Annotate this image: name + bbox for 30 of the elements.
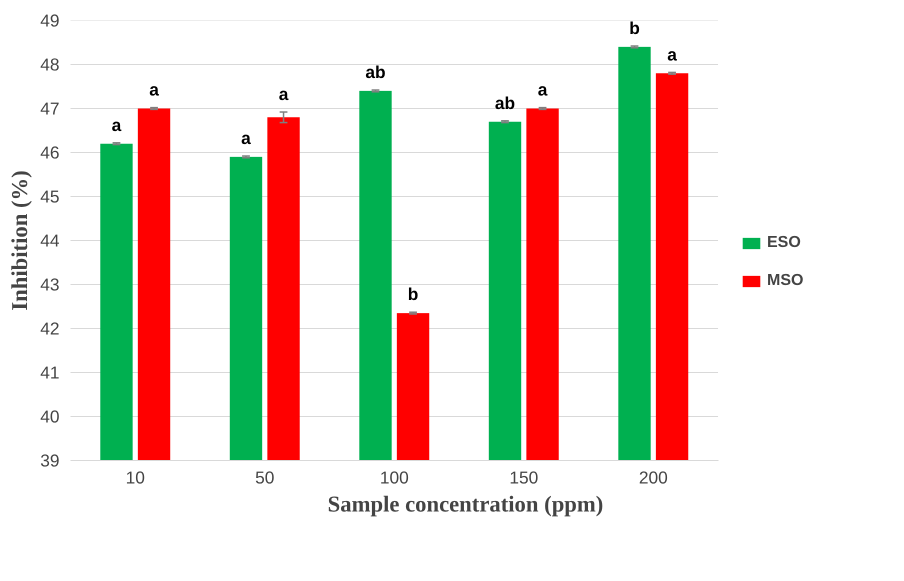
- data-label: a: [112, 114, 122, 135]
- data-label: a: [538, 80, 548, 100]
- y-tick-label: 48: [40, 54, 60, 74]
- y-tick-label: 41: [40, 362, 60, 382]
- x-tick-label: 100: [380, 468, 409, 488]
- y-tick-label: 40: [40, 406, 60, 426]
- x-tick-label: 150: [509, 468, 538, 488]
- legend-label: MSO: [767, 272, 804, 290]
- y-tick-label: 43: [40, 274, 60, 294]
- data-label: a: [149, 80, 160, 100]
- y-tick-label: 42: [40, 318, 60, 338]
- data-label: b: [408, 284, 418, 304]
- data-label: a: [278, 84, 289, 104]
- y-tick-label: 45: [40, 186, 60, 206]
- y-tick-label: 47: [40, 98, 60, 118]
- data-label: ab: [365, 62, 386, 82]
- x-tick-label: 50: [255, 468, 274, 488]
- y-axis-title: Inhibition (%): [7, 170, 32, 311]
- data-label: ab: [494, 92, 516, 113]
- y-tick-label: 46: [40, 142, 60, 162]
- legend-label: ESO: [767, 234, 801, 252]
- x-axis-title: Sample concentration (ppm): [328, 492, 604, 516]
- x-tick-label: 10: [126, 468, 145, 488]
- data-label: b: [629, 18, 640, 38]
- data-label: a: [667, 44, 678, 64]
- x-tick-label: 200: [638, 468, 668, 488]
- y-tick-label: 44: [40, 230, 60, 250]
- y-tick-label: 39: [40, 450, 60, 470]
- y-tick-label: 49: [40, 10, 60, 30]
- data-label: a: [241, 128, 252, 148]
